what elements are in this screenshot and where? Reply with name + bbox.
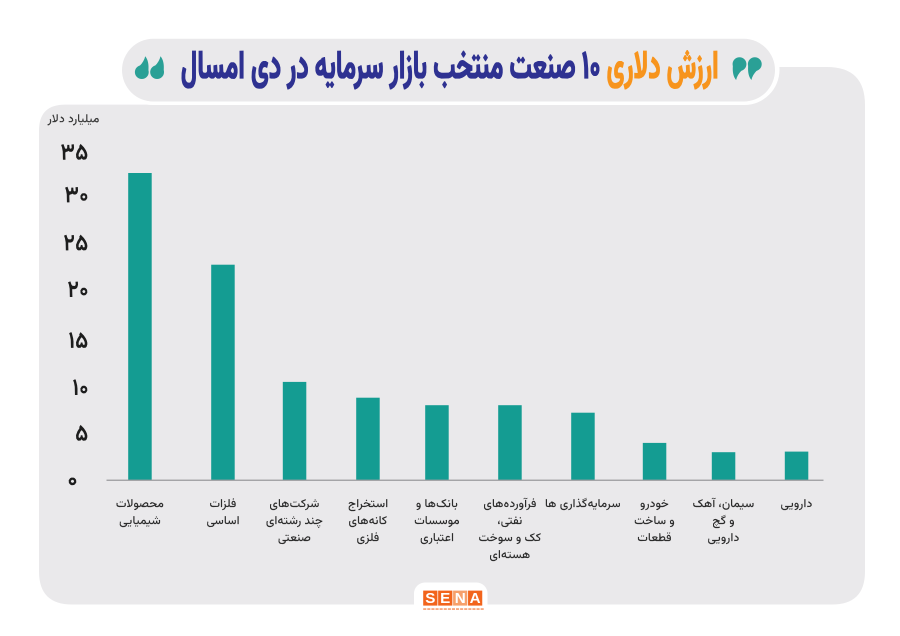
svg-text:A: A (470, 590, 481, 607)
svg-text:E: E (440, 590, 450, 607)
svg-text:S: S (425, 590, 435, 607)
svg-text:N: N (455, 590, 466, 607)
